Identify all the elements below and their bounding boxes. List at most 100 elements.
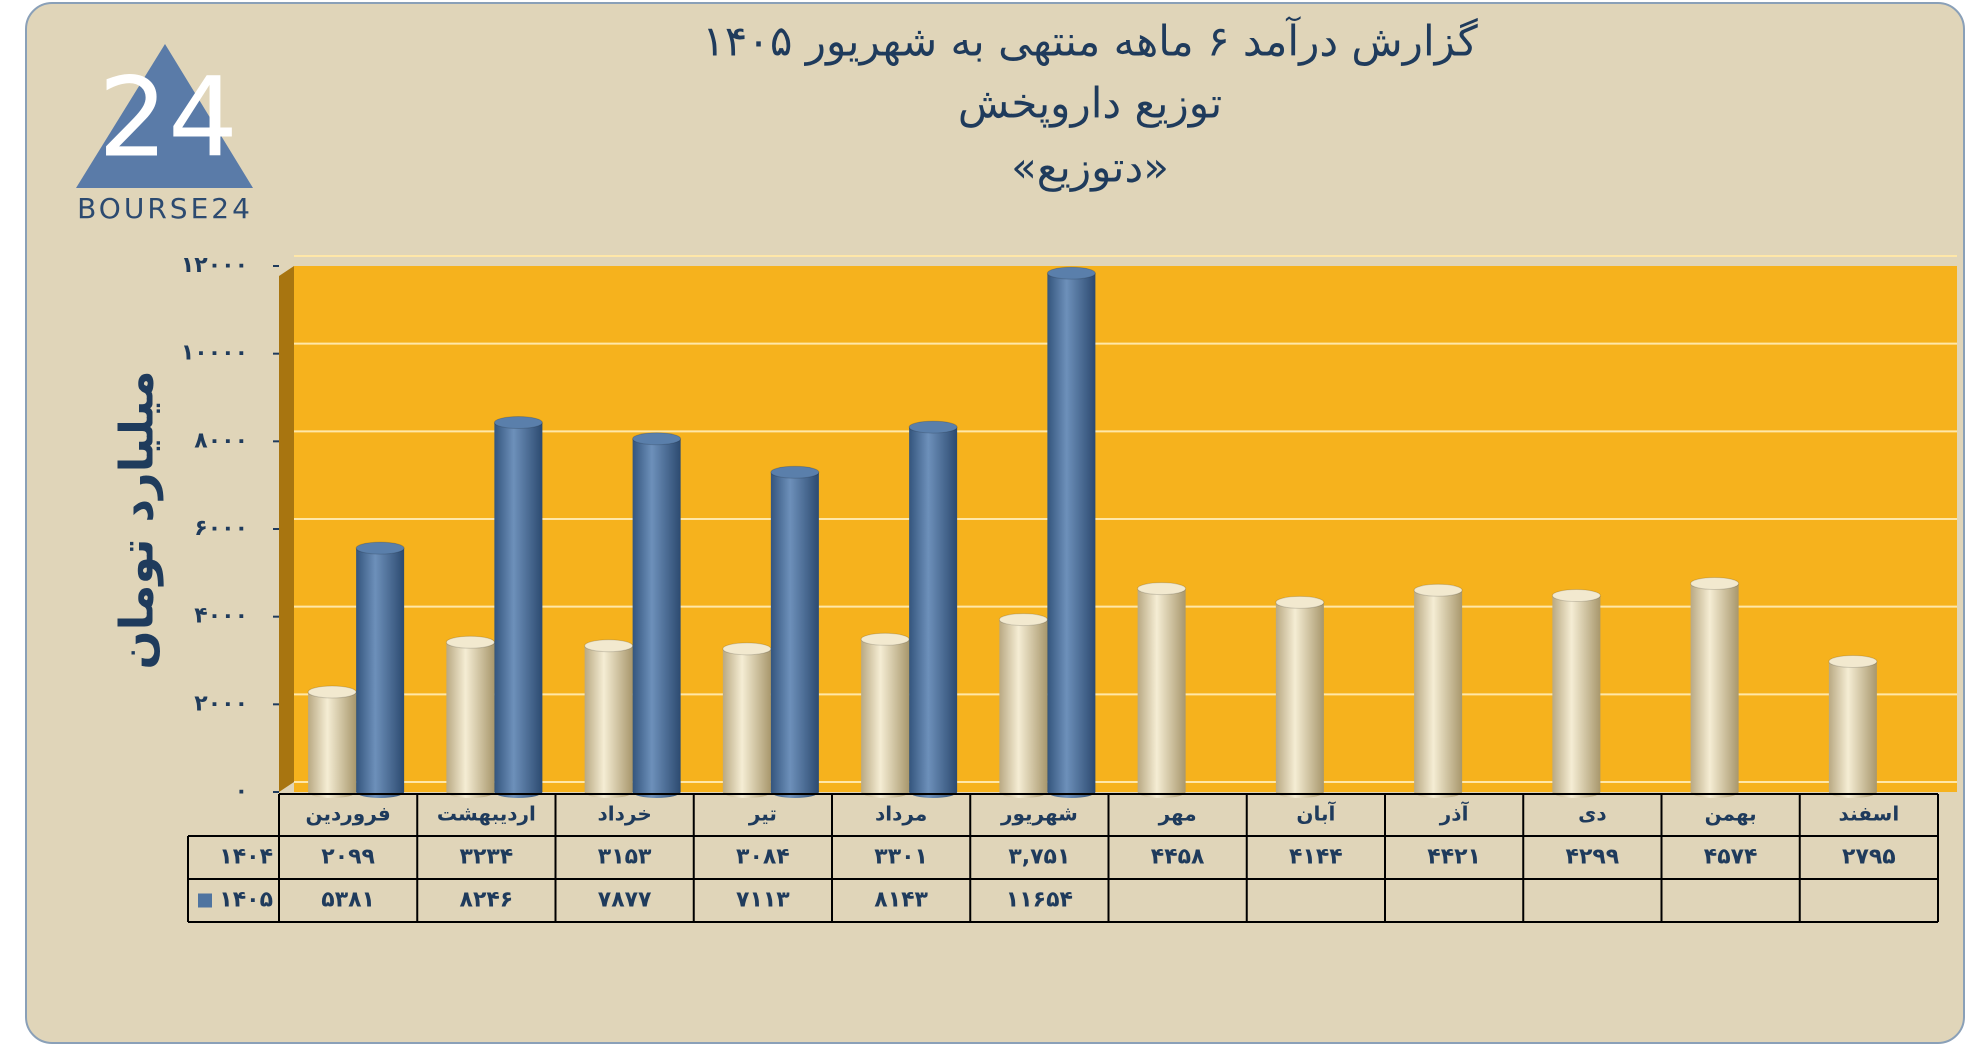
logo-mark: 24 [98,53,238,181]
bar-base [494,786,543,798]
bar-cap [355,541,405,555]
bar-cap [307,685,357,699]
bar-cap [860,632,910,646]
data-label: ۸۲۴۶ [460,888,514,913]
plot-area [294,266,1957,792]
data-label: ۴۴۲۱ [1427,845,1481,870]
y-axis-label: میلیارد تومان [110,370,164,669]
chart-title: گزارش درآمد ۶ ماهه منتهی به شهریور ۱۴۰۵ [702,16,1478,67]
bar [909,427,958,792]
data-label: ۴۱۴۴ [1289,845,1343,870]
bar-base [770,786,819,798]
bar [1275,602,1324,792]
bar-cap [1275,595,1325,609]
bar [999,619,1048,792]
data-label: ۴۲۹۹ [1566,845,1620,870]
bar [1047,273,1096,792]
bar-cap [722,642,772,656]
bar-base [722,786,771,798]
x-tick-label: شهریور [1000,802,1078,826]
x-tick-label: تیر [748,802,777,826]
bar-cap [445,635,495,649]
bar [861,639,910,792]
y-tick-label: ۸۰۰۰ [194,428,248,453]
bar-base [1047,786,1096,798]
data-label: ۷۸۷۷ [598,888,652,913]
data-label: ۷۱۱۳ [736,888,790,913]
data-label: ۴۵۷۴ [1704,845,1758,870]
x-tick-label: فروردین [305,802,390,826]
bar [584,645,633,792]
x-tick-label: آذر [1439,801,1470,826]
bar [1690,583,1739,792]
x-tick-label: اردیبهشت [437,802,536,826]
bar [1828,661,1877,792]
y-tick-label: ۱۲۰۰۰ [181,253,248,278]
bar-base [999,786,1048,798]
bar-base [584,786,633,798]
y-tick-label: ۱۰۰۰۰ [181,341,248,366]
bar-base [632,786,681,798]
x-tick-label: اسفند [1839,802,1900,826]
x-tick-label: بهمن [1705,802,1757,826]
bar [1414,590,1463,792]
data-label: ۲۰۹۹ [321,845,375,870]
y-tick-label: ۴۰۰۰ [194,604,248,629]
data-label: ۳۲۳۴ [460,845,514,870]
x-tick-label: خرداد [598,802,652,826]
bar [356,548,405,792]
x-tick-label: مرداد [875,802,927,826]
legend-swatch [198,893,212,908]
bar-cap [770,465,820,479]
bar-base [1828,786,1877,798]
data-label: ۵۳۸۱ [321,888,375,913]
bar [1552,595,1601,792]
bar-cap [584,639,634,653]
bar-base [1137,786,1186,798]
bar-cap [908,420,958,434]
legend-label: ۱۴۰۴ [219,845,273,870]
y-tick-label: ۲۰۰۰ [194,691,248,716]
bar [1137,588,1186,792]
x-tick-label: دی [1578,802,1607,826]
data-label: ۳,۷۵۱ [1008,845,1070,870]
bar-base [356,786,405,798]
bar-cap [1413,583,1463,597]
data-label: ۲۷۹۵ [1842,845,1896,870]
bar-base [1690,786,1739,798]
data-label: ۸۱۴۳ [874,888,928,913]
bar-base [308,786,357,798]
bar [632,438,681,792]
bar-base [861,786,910,798]
bar [722,648,771,792]
bar-base [446,786,495,798]
bar [446,642,495,792]
bar-base [1275,786,1324,798]
bar [494,422,543,792]
bar-base [1552,786,1601,798]
bar-base [909,786,958,798]
data-label: ۳۱۵۳ [598,845,652,870]
bar-base [1414,786,1463,798]
logo-text: BOURSE24 [77,192,253,225]
legend-label: ۱۴۰۵ [219,888,273,913]
data-label: ۱۱۶۵۴ [1006,888,1073,913]
bar [308,691,357,792]
bar-cap [493,416,543,430]
plot-wall [279,266,294,792]
bar-cap [1828,654,1878,668]
bar-cap [632,432,682,446]
bar-cap [1046,266,1096,280]
data-label: ۳۳۰۱ [874,845,928,870]
bar-cap [1137,582,1187,596]
bar-cap [998,613,1048,627]
y-tick-label: ۰ [235,779,248,804]
data-label: ۳۰۸۴ [736,845,790,870]
bar-cap [1551,589,1601,603]
x-tick-label: آبان [1296,801,1336,826]
data-label: ۴۴۵۸ [1151,845,1205,870]
bar [770,472,819,792]
chart-subtitle: توزیع داروپخش [958,79,1222,129]
logo-triangle [76,44,253,188]
